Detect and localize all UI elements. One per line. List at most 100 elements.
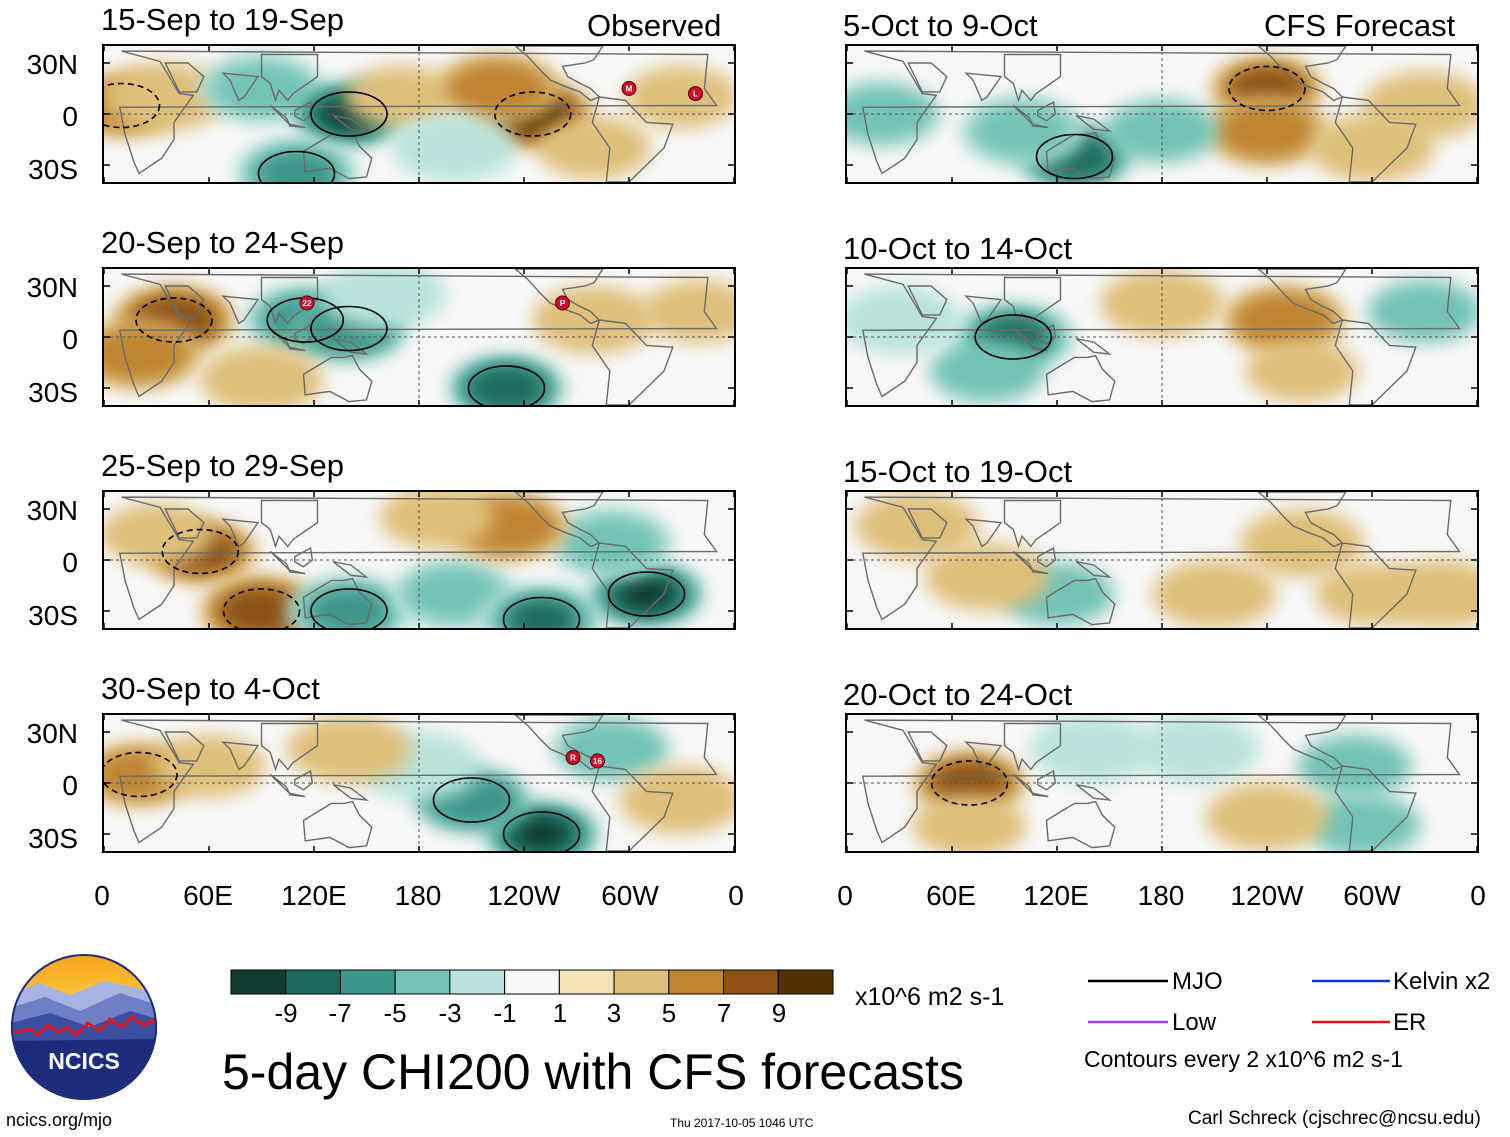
anomaly-cell bbox=[1306, 794, 1421, 851]
anomaly-cell bbox=[1030, 715, 1154, 783]
legend-label-kelvin: Kelvin x2 bbox=[1393, 968, 1491, 995]
coastline bbox=[1012, 327, 1034, 348]
anomaly-cell bbox=[642, 280, 734, 343]
anomaly-cell bbox=[344, 65, 459, 129]
map-panel-forecast-1 bbox=[845, 44, 1479, 184]
storm-marker[interactable]: L bbox=[688, 86, 703, 102]
storm-marker[interactable]: 22 bbox=[299, 295, 315, 311]
anomaly-cell bbox=[847, 82, 939, 146]
coastline bbox=[1045, 131, 1116, 180]
coastline bbox=[1003, 276, 1062, 326]
anomaly-cell bbox=[402, 565, 506, 623]
colorbar-box bbox=[285, 969, 341, 995]
coastline bbox=[1334, 96, 1417, 182]
coastline bbox=[269, 327, 291, 348]
anomaly-cell bbox=[1100, 269, 1224, 337]
coastline bbox=[1257, 46, 1347, 102]
lon-tick-label: 60E bbox=[926, 880, 976, 911]
storm-marker[interactable]: M bbox=[621, 81, 637, 96]
mjo-contour bbox=[104, 751, 178, 798]
lon-tick-label: 120E bbox=[1023, 880, 1089, 911]
colorbar-label: -9 bbox=[274, 998, 298, 1028]
anomaly-cell bbox=[379, 492, 494, 549]
lat-tick-label: 30N bbox=[26, 272, 78, 303]
colorbar bbox=[230, 969, 834, 995]
colorbar-label: 7 bbox=[716, 998, 732, 1028]
coastline bbox=[118, 496, 718, 621]
colorbar-label: -1 bbox=[493, 998, 517, 1028]
anomaly-cell bbox=[255, 150, 338, 182]
legend-label-er: ER bbox=[1393, 1009, 1427, 1036]
map-panel-observed-3 bbox=[102, 490, 736, 630]
coastline bbox=[164, 285, 205, 316]
storm-marker[interactable]: R bbox=[565, 750, 581, 765]
colorbar-box bbox=[449, 969, 506, 995]
mjo-contour bbox=[1228, 65, 1306, 112]
storm-label: M bbox=[626, 85, 633, 94]
coastline bbox=[1075, 338, 1112, 355]
coastline bbox=[269, 104, 291, 125]
mjo-contour bbox=[222, 588, 301, 628]
coastline bbox=[164, 731, 205, 762]
forecast-header: CFS Forecast bbox=[1264, 8, 1456, 43]
lat-tick-label: 0 bbox=[62, 770, 78, 801]
legend-label-low: Low bbox=[1172, 1009, 1217, 1036]
coastline bbox=[1031, 569, 1049, 575]
coastline bbox=[269, 550, 291, 571]
colorbar-label: -3 bbox=[438, 998, 462, 1028]
storm-marker[interactable]: 16 bbox=[590, 753, 605, 769]
colorbar-label: -5 bbox=[383, 998, 407, 1028]
coastline bbox=[907, 285, 948, 316]
coastline bbox=[118, 719, 718, 844]
coastline bbox=[964, 741, 1003, 771]
coastline bbox=[332, 115, 369, 132]
coastline bbox=[907, 508, 948, 539]
lat-tick-label: 0 bbox=[62, 101, 78, 132]
panel-title: 20-Oct to 24-Oct bbox=[843, 677, 1073, 712]
coastline bbox=[964, 518, 1003, 548]
coastline bbox=[288, 123, 306, 129]
anomaly-cell bbox=[470, 368, 543, 405]
lat-tick-label: 30S bbox=[28, 600, 78, 631]
storm-label: 22 bbox=[303, 299, 312, 308]
coastline bbox=[907, 731, 948, 762]
colorbar-label: 9 bbox=[771, 998, 787, 1028]
coastline bbox=[1075, 115, 1112, 132]
lon-tick-label: 120W bbox=[487, 880, 561, 911]
coastline bbox=[221, 295, 260, 325]
coastline bbox=[514, 269, 604, 325]
coastline bbox=[1334, 542, 1417, 628]
anomaly-cell bbox=[104, 503, 214, 566]
footer-url[interactable]: ncics.org/mjo bbox=[6, 1110, 113, 1130]
coastline bbox=[332, 338, 369, 355]
coastline bbox=[332, 561, 369, 578]
coastline bbox=[1003, 722, 1062, 772]
lon-tick-label: 60E bbox=[183, 880, 233, 911]
colorbar-box bbox=[668, 969, 725, 995]
lon-tick-label: 60W bbox=[601, 880, 659, 911]
panel-title: 30-Sep to 4-Oct bbox=[101, 671, 320, 706]
lon-tick-label: 0 bbox=[1470, 880, 1486, 911]
coastline bbox=[260, 722, 319, 772]
anomaly-cell bbox=[554, 717, 669, 781]
coastline bbox=[221, 72, 260, 102]
coastline bbox=[1031, 792, 1049, 798]
coastline bbox=[260, 53, 319, 103]
anomaly-cell bbox=[1297, 734, 1412, 798]
lat-tick-label: 0 bbox=[62, 547, 78, 578]
coastline bbox=[269, 773, 291, 794]
coastline bbox=[861, 50, 1461, 175]
coastline bbox=[288, 792, 306, 798]
panel-title: 20-Sep to 24-Sep bbox=[101, 225, 345, 260]
colorbar-label: 3 bbox=[606, 998, 622, 1028]
mjo-contour bbox=[257, 150, 336, 182]
coastline bbox=[514, 46, 604, 102]
coastline bbox=[1075, 561, 1112, 578]
coastline bbox=[591, 542, 674, 628]
storm-marker[interactable]: P bbox=[555, 295, 570, 311]
anomaly-cell bbox=[392, 114, 516, 182]
coastline bbox=[1012, 550, 1034, 571]
legend-line-mjo bbox=[1088, 979, 1168, 983]
anomaly-cell bbox=[1245, 339, 1359, 403]
colorbar-box bbox=[504, 969, 560, 995]
